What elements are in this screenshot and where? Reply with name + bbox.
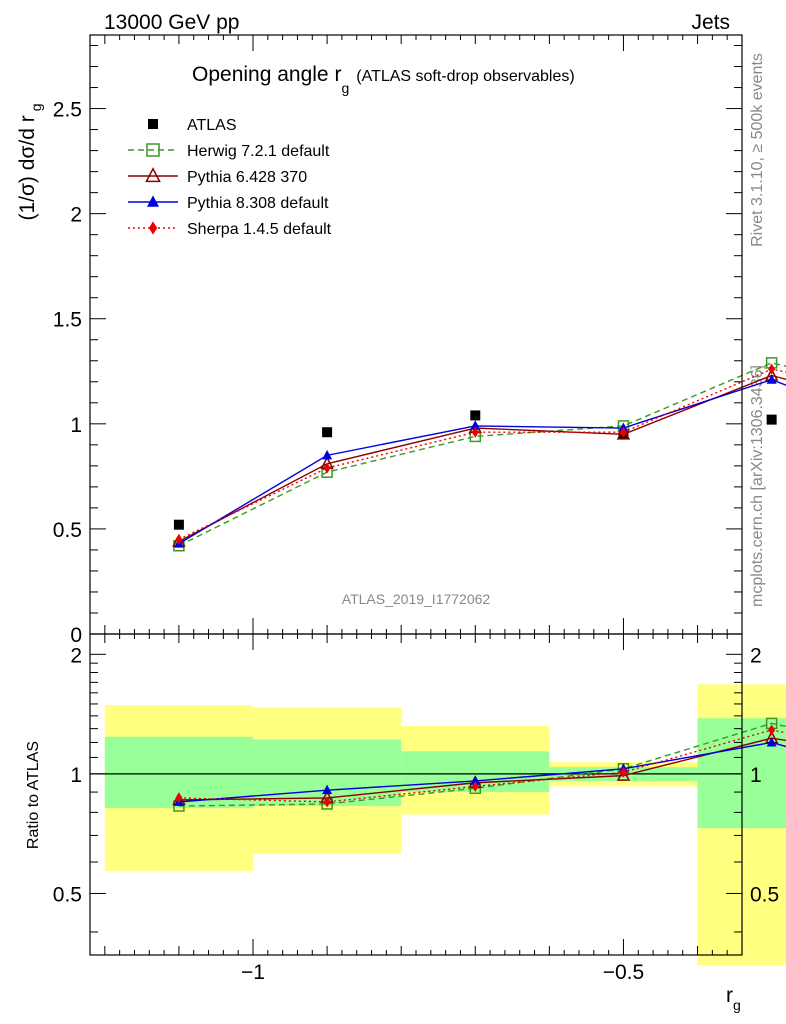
plot-title-sub: g — [341, 80, 349, 96]
sherpa-1-4-5-default-point-2 — [471, 426, 479, 438]
ratio-ylabel: Ratio to ATLAS — [25, 741, 42, 849]
ratio-pythia-8-308-default-line — [178, 741, 786, 803]
analysis-watermark: ATLAS_2019_I1772062 — [342, 591, 491, 607]
stat-uncertainty-band-1 — [253, 739, 402, 807]
ratio-ytick-label-1: 1 — [70, 764, 82, 787]
xlabel-sub: g — [733, 997, 741, 1013]
plot-title: Opening angle rg (ATLAS soft-drop observa… — [192, 63, 575, 96]
ratio-sherpa-1-4-5-default-point-3 — [619, 766, 627, 778]
ratio-pythia-8-308-default-point-4 — [766, 736, 777, 747]
legend-label-atlas: ATLAS — [187, 117, 237, 134]
main-ytick-label-1: 0.5 — [53, 519, 82, 542]
xlabel: rg — [726, 984, 741, 1013]
pythia-8-308-default-point-1 — [322, 449, 333, 460]
pythia-6-428-370-line — [178, 374, 786, 543]
legend-label-pythia-6-428-370: Pythia 6.428 370 — [187, 169, 307, 186]
xlabel-main: r — [726, 984, 733, 1007]
mcplots-label-group: mcplots.cern.ch [arXiv:1306.3436] — [749, 365, 766, 607]
ratio-ylabel-text: Ratio to ATLAS — [25, 741, 42, 849]
main-ytick-label-5: 2.5 — [53, 99, 82, 122]
pythia-6-428-370-point-3 — [616, 426, 631, 440]
legend-label-sherpa-1-4-5-default: Sherpa 1.4.5 default — [187, 221, 332, 238]
ratio-ytick-label-right-0: 0.5 — [750, 883, 779, 906]
sherpa-1-4-5-default-point-0 — [175, 533, 183, 545]
main-series-layer — [172, 357, 786, 552]
atlas-point-2 — [470, 410, 481, 421]
legend-marker-pythia-6-428-370 — [145, 167, 161, 183]
ratio-ytick-label-right-1: 1 — [750, 764, 762, 787]
ratio-uncertainty-bands — [90, 684, 786, 966]
pythia-8-308-default-line — [178, 378, 786, 545]
ratio-sherpa-1-4-5-default-point-2 — [471, 780, 479, 792]
rivet-label-group: Rivet 3.1.10, ≥ 500k events — [749, 53, 766, 247]
ratio-sherpa-1-4-5-default-point-4 — [768, 724, 776, 736]
legend: ATLAS Herwig 7.2.1 default Pythia 6.428 37… — [128, 117, 332, 238]
plot-title-rest: (ATLAS soft-drop observables) — [356, 68, 574, 85]
atlas-point-0 — [173, 519, 184, 530]
ratio-series-layer — [172, 717, 786, 812]
main-ytick-label-2: 1 — [70, 414, 82, 437]
sherpa-1-4-5-default-point-3 — [619, 426, 627, 438]
xtick-label-1: −0.5 — [603, 961, 644, 984]
herwig-7-2-1-default-line — [178, 362, 786, 547]
legend-marker-sherpa-1-4-5-default — [148, 221, 158, 235]
ratio-pythia-8-308-default-point-1 — [322, 784, 333, 795]
atlas-point-4 — [766, 414, 777, 425]
process-label: Jets — [691, 11, 730, 34]
sherpa-1-4-5-default-line — [178, 368, 786, 541]
axes-layer: −1 −0.5 0 0.5 1 1.5 2 2.5 0.5 0.5 1 1 2 2 — [53, 34, 779, 984]
main-ylabel: (1/σ) dσ/d r g — [16, 103, 44, 220]
legend-label-herwig-7-2-1-default: Herwig 7.2.1 default — [187, 143, 330, 160]
ratio-pythia-8-308-default-point-2 — [470, 775, 481, 785]
sherpa-1-4-5-default-point-4 — [768, 363, 776, 375]
main-ytick-label-3: 1.5 — [53, 309, 82, 332]
plot-title-main: Opening angle r — [192, 63, 341, 86]
pythia-8-308-default-point-4 — [766, 374, 777, 384]
atlas-point-1 — [322, 427, 333, 438]
legend-marker-atlas — [148, 119, 158, 129]
ratio-ytick-label-0: 0.5 — [53, 883, 82, 906]
main-ytick-label-0: 0 — [70, 624, 82, 647]
legend-marker-herwig-7-2-1-default — [146, 143, 160, 157]
legend-label-pythia-8-308-default: Pythia 8.308 default — [187, 195, 329, 212]
mcplots-label: mcplots.cern.ch [arXiv:1306.3436] — [749, 365, 766, 607]
ratio-ytick-label-2: 2 — [70, 644, 82, 667]
series-3 — [173, 374, 786, 548]
ratio-sherpa-1-4-5-default-line — [178, 729, 786, 803]
series-1 — [173, 357, 786, 552]
energy-label: 13000 GeV pp — [104, 11, 239, 34]
rivet-label: Rivet 3.1.10, ≥ 500k events — [749, 53, 766, 247]
ratio-ytick-label-right-2: 2 — [750, 644, 762, 667]
legend-marker-pythia-8-308-default — [147, 195, 159, 207]
ratio-sherpa-1-4-5-default-point-0 — [175, 792, 183, 804]
svg-text:(1/σ) dσ/d rg: (1/σ) dσ/d r g — [16, 103, 44, 220]
ratio-pythia-6-428-370-point-3 — [616, 768, 631, 781]
pythia-8-308-default-point-2 — [470, 420, 481, 430]
main-ylabel-main: (1/σ) dσ/d r — [16, 115, 39, 220]
sherpa-1-4-5-default-point-1 — [323, 462, 331, 474]
ratio-sherpa-1-4-5-default-point-1 — [323, 796, 331, 808]
ratio-series-3 — [175, 724, 786, 808]
main-ytick-label-4: 2 — [70, 204, 82, 227]
main-ylabel-sub: g — [28, 103, 44, 111]
series-4 — [175, 363, 786, 545]
xtick-label-0: −1 — [241, 961, 265, 984]
